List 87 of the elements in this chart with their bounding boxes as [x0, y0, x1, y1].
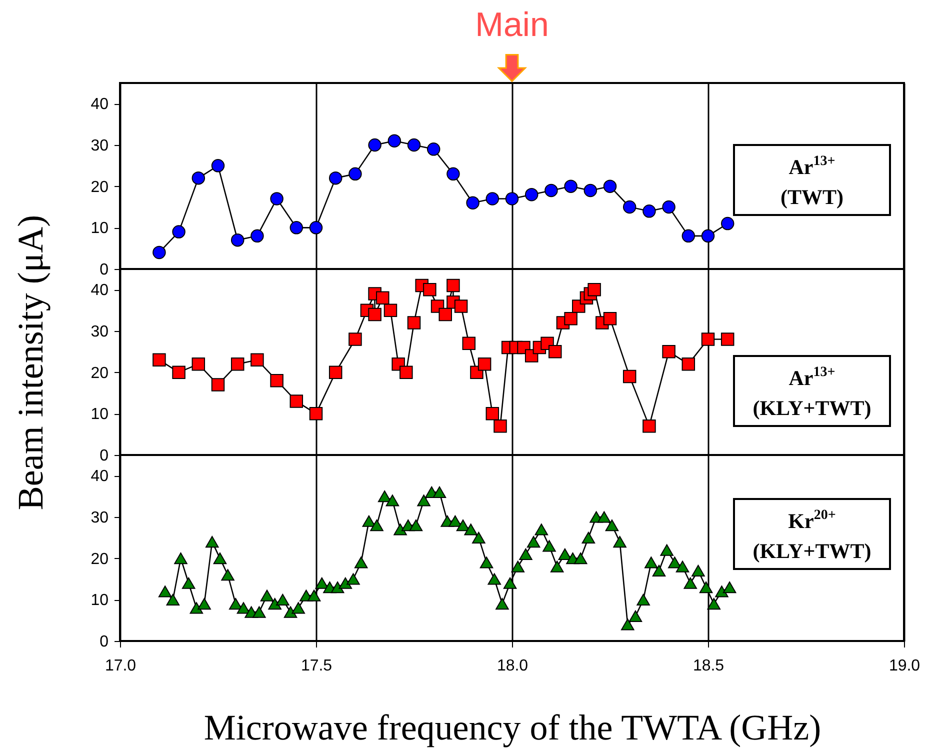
y-tick-label: 30 [90, 324, 109, 340]
y-axis-title: Beam intensity (μA) [10, 214, 51, 510]
point [230, 233, 244, 247]
point [701, 229, 715, 243]
point [505, 192, 519, 206]
point [466, 196, 480, 210]
x-tick-label: 18.5 [692, 658, 724, 674]
point [588, 283, 601, 296]
point [348, 332, 362, 346]
y-tick-label: 20 [90, 178, 109, 196]
text: Main [475, 6, 549, 44]
y-tick-label: 30 [90, 138, 109, 154]
point [230, 357, 244, 371]
point [290, 394, 304, 408]
x-tick-label: 17.5 [300, 658, 332, 674]
point [478, 357, 492, 371]
point [152, 353, 166, 367]
point [270, 374, 284, 388]
point [368, 138, 382, 152]
point [603, 180, 617, 193]
point [328, 366, 342, 379]
point [544, 184, 558, 198]
point [454, 300, 468, 313]
point [564, 180, 578, 193]
point [622, 200, 636, 214]
point [486, 192, 500, 206]
y-tick-label: 40 [90, 468, 109, 486]
point [309, 407, 323, 420]
point [250, 229, 264, 243]
point [642, 419, 656, 433]
point [376, 291, 390, 305]
point [682, 357, 696, 371]
point [192, 171, 206, 185]
point [603, 312, 617, 326]
point [172, 366, 186, 379]
point [720, 216, 734, 230]
point [701, 332, 715, 346]
x-tick-label: 18.0 [496, 658, 528, 674]
point [348, 167, 362, 181]
y-tick-label: 0 [100, 262, 109, 278]
point [446, 167, 460, 181]
y-tick-label: 40 [90, 96, 109, 114]
point [328, 171, 342, 185]
x-tick-label: 17.0 [104, 658, 136, 674]
y-tick-label: 10 [90, 220, 109, 238]
point [423, 283, 436, 296]
point [152, 246, 166, 260]
point [494, 419, 507, 433]
point [270, 192, 284, 206]
y-tick-label: 20 [90, 364, 109, 382]
point [438, 308, 452, 322]
y-tick-label: 10 [90, 406, 109, 424]
point [662, 200, 676, 214]
point [172, 225, 186, 238]
y-tick-label: 10 [90, 592, 109, 610]
point [564, 312, 578, 326]
point [720, 332, 734, 346]
point [548, 345, 562, 358]
point [290, 221, 304, 234]
point [524, 188, 538, 202]
point [622, 370, 636, 384]
point [462, 336, 476, 350]
point [407, 138, 421, 152]
y-tick-label: 30 [90, 510, 109, 526]
point [384, 304, 398, 317]
y-tick-label: 0 [100, 448, 109, 464]
point [642, 204, 656, 218]
point [250, 353, 264, 367]
point [584, 184, 598, 198]
point [368, 308, 382, 322]
x-axis-title: Microwave frequency of the TWTA (GHz) [204, 708, 822, 748]
point [388, 134, 402, 148]
point [400, 366, 413, 379]
x-tick-label: 19.0 [888, 658, 920, 674]
y-tick-label: 40 [90, 282, 109, 300]
point [486, 407, 500, 420]
point [192, 357, 206, 371]
point [446, 278, 460, 292]
point [662, 345, 676, 358]
point [211, 378, 225, 392]
point [309, 221, 323, 234]
point [407, 316, 421, 330]
y-tick-label: 0 [100, 634, 109, 650]
point [211, 159, 225, 172]
y-tick-label: 20 [90, 550, 109, 568]
point [426, 142, 440, 156]
point [682, 229, 696, 243]
